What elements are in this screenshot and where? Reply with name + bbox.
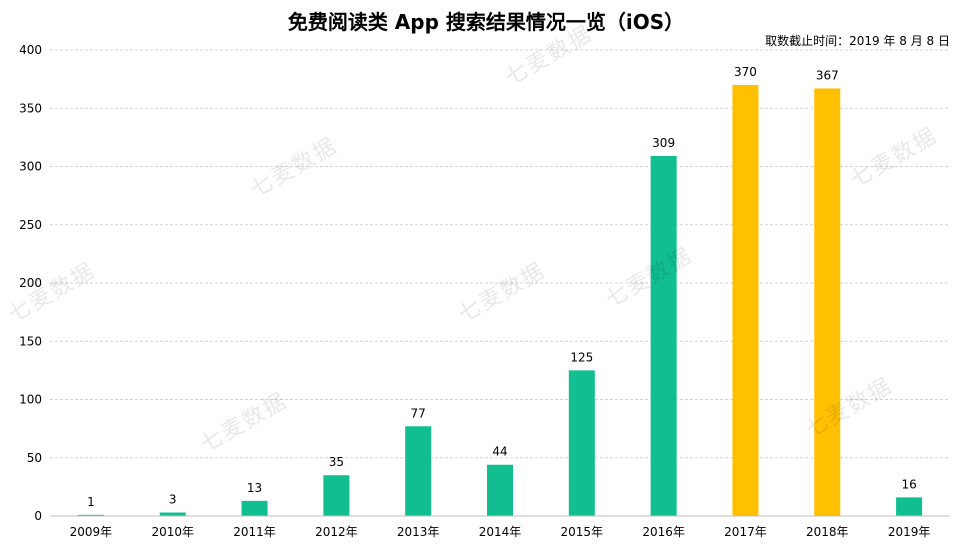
x-tick-label: 2014年 bbox=[479, 525, 522, 539]
x-tick-label: 2016年 bbox=[642, 525, 685, 539]
data-label: 370 bbox=[734, 65, 757, 79]
bar bbox=[814, 88, 840, 516]
y-tick-label: 200 bbox=[19, 276, 42, 290]
y-tick-label: 250 bbox=[19, 218, 42, 232]
bar-chart: 050100150200250300350400 131335774412530… bbox=[0, 0, 972, 546]
x-tick-label: 2010年 bbox=[151, 525, 194, 539]
data-label: 309 bbox=[652, 136, 675, 150]
data-label: 77 bbox=[411, 406, 426, 420]
y-axis-ticks: 0 50 100 150 200 250 300 350 400 bbox=[19, 43, 42, 523]
bar bbox=[323, 475, 349, 516]
bar bbox=[405, 426, 431, 516]
x-tick-label: 2013年 bbox=[397, 525, 440, 539]
bar bbox=[160, 513, 186, 516]
x-tick-label: 2018年 bbox=[806, 525, 849, 539]
x-tick-label: 2011年 bbox=[233, 525, 276, 539]
y-tick-label: 100 bbox=[19, 393, 42, 407]
y-tick-label: 400 bbox=[19, 43, 42, 57]
bar bbox=[732, 85, 758, 516]
bar bbox=[242, 501, 268, 516]
bar bbox=[569, 370, 595, 516]
data-label: 16 bbox=[901, 477, 916, 491]
y-tick-label: 150 bbox=[19, 334, 42, 348]
data-label: 125 bbox=[570, 350, 593, 364]
data-label: 44 bbox=[492, 445, 507, 459]
bar bbox=[487, 465, 513, 516]
data-label: 13 bbox=[247, 481, 262, 495]
data-label: 35 bbox=[329, 455, 344, 469]
x-tick-label: 2009年 bbox=[70, 525, 113, 539]
bar bbox=[651, 156, 677, 516]
x-axis-ticks: 2009年 2010年 2011年 2012年 2013年 2014年 2015年 2016年… bbox=[70, 525, 931, 539]
x-tick-label: 2012年 bbox=[315, 525, 358, 539]
data-label: 3 bbox=[169, 493, 177, 507]
x-tick-label: 2019年 bbox=[888, 525, 931, 539]
y-tick-label: 0 bbox=[34, 509, 42, 523]
y-tick-label: 50 bbox=[27, 451, 42, 465]
data-label: 367 bbox=[816, 68, 839, 82]
y-tick-label: 300 bbox=[19, 160, 42, 174]
bar bbox=[896, 497, 922, 516]
data-label: 1 bbox=[87, 495, 95, 509]
x-tick-label: 2017年 bbox=[724, 525, 767, 539]
data-labels: 131335774412530937036716 bbox=[87, 65, 917, 509]
y-tick-label: 350 bbox=[19, 101, 42, 115]
x-tick-label: 2015年 bbox=[561, 525, 604, 539]
